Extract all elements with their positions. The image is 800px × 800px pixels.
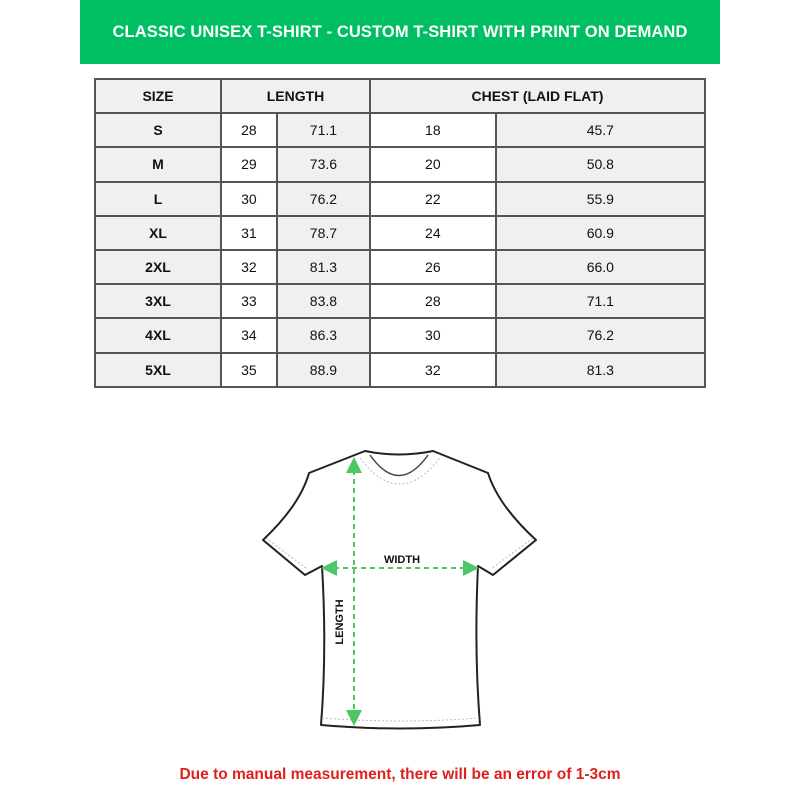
chest-cell: 28: [368, 283, 497, 320]
size-cell: 5XL: [94, 351, 222, 388]
chest-cell: 45.7: [494, 112, 707, 149]
table-header-row: SIZE LENGTH CHEST (LAID FLAT): [94, 77, 707, 115]
length-cell: 32: [220, 248, 278, 286]
length-cell: 28: [220, 112, 278, 149]
header-chest: CHEST (LAID FLAT): [368, 77, 707, 115]
chest-cell: 66.0: [494, 248, 707, 286]
size-cell: 3XL: [94, 283, 222, 320]
header-length: LENGTH: [220, 77, 371, 115]
length-cell: 86.3: [275, 317, 371, 354]
table-row: S 28 71.1 18 45.7: [94, 112, 707, 149]
table-row: L 30 76.2 22 55.9: [94, 180, 707, 217]
chest-cell: 81.3: [494, 351, 707, 388]
length-cell: 81.3: [275, 248, 371, 286]
chest-cell: 26: [368, 248, 497, 286]
chest-cell: 50.8: [494, 146, 707, 183]
length-cell: 71.1: [275, 112, 371, 149]
length-label: LENGTH: [334, 599, 346, 644]
size-cell: 2XL: [94, 248, 222, 286]
title-banner: CLASSIC UNISEX T-SHIRT - CUSTOM T-SHIRT …: [80, 0, 720, 64]
size-cell: S: [94, 112, 222, 149]
size-cell: L: [94, 180, 222, 217]
page-title: CLASSIC UNISEX T-SHIRT - CUSTOM T-SHIRT …: [112, 22, 688, 41]
chest-cell: 55.9: [494, 180, 707, 217]
sleeve-stitch-left: [265, 537, 308, 570]
chest-cell: 22: [368, 180, 497, 217]
collar-stitch: [359, 457, 441, 485]
chest-cell: 24: [368, 214, 497, 251]
table-row: XL 31 78.7 24 60.9: [94, 214, 707, 251]
length-cell: 73.6: [275, 146, 371, 183]
chest-cell: 20: [368, 146, 497, 183]
chest-cell: 71.1: [494, 283, 707, 320]
sleeve-stitch-right: [490, 537, 534, 570]
length-cell: 34: [220, 317, 278, 354]
size-cell: M: [94, 146, 222, 183]
table-row: 2XL 32 81.3 26 66.0: [94, 248, 707, 286]
chest-cell: 30: [368, 317, 497, 354]
size-cell: XL: [94, 214, 222, 251]
table-row: 5XL 35 88.9 32 81.3: [94, 351, 707, 388]
tshirt-outline: [262, 450, 537, 730]
length-cell: 35: [220, 351, 278, 388]
measurement-note: Due to manual measurement, there will be…: [179, 766, 621, 783]
chest-cell: 32: [368, 351, 497, 388]
table-row: 4XL 34 86.3 30 76.2: [94, 317, 707, 354]
chest-cell: 18: [368, 112, 497, 149]
table-row: M 29 73.6 20 50.8: [94, 146, 707, 183]
length-cell: 31: [220, 214, 278, 251]
collar-line: [369, 454, 429, 477]
length-cell: 83.8: [275, 283, 371, 320]
width-label: WIDTH: [384, 554, 420, 566]
chest-cell: 60.9: [494, 214, 707, 251]
length-cell: 78.7: [275, 214, 371, 251]
length-cell: 88.9: [275, 351, 371, 388]
header-size: SIZE: [94, 77, 222, 115]
length-cell: 33: [220, 283, 278, 320]
size-cell: 4XL: [94, 317, 222, 354]
length-cell: 29: [220, 146, 278, 183]
length-cell: 30: [220, 180, 278, 217]
length-cell: 76.2: [275, 180, 371, 217]
chest-cell: 76.2: [494, 317, 707, 354]
size-chart-table: SIZE LENGTH CHEST (LAID FLAT) S 28 71.1 18 4…: [94, 77, 707, 388]
table-row: 3XL 33 83.8 28 71.1: [94, 283, 707, 320]
